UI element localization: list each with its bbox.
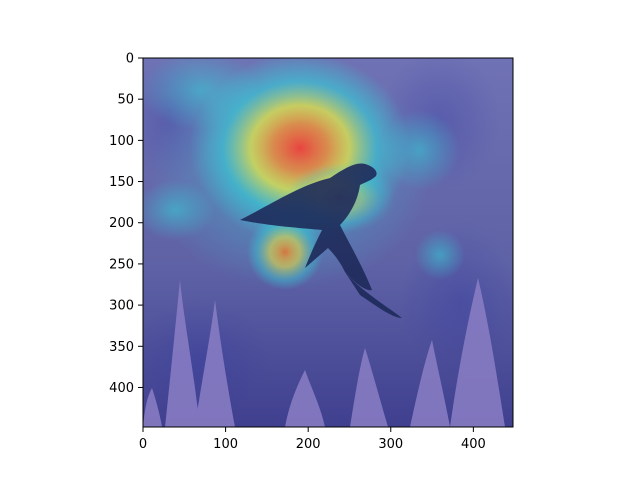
y-tick-label: 400 (109, 381, 134, 396)
y-tick-label: 350 (109, 340, 134, 355)
y-tick-label: 200 (109, 216, 134, 231)
y-tick-label: 300 (109, 299, 134, 314)
x-tick-label: 200 (296, 437, 321, 452)
y-tick-label: 150 (109, 175, 134, 190)
y-tick-label: 0 (126, 52, 134, 67)
y-axis: 0 50 100 150 200 250 300 350 400 (109, 52, 143, 396)
y-tick-label: 50 (117, 93, 134, 108)
y-tick-label: 250 (109, 257, 134, 272)
x-tick-label: 400 (461, 437, 486, 452)
x-tick-label: 100 (213, 437, 238, 452)
heatmap-image (143, 58, 513, 427)
y-tick-label: 100 (109, 134, 134, 149)
lavender-flowers (143, 278, 505, 427)
plot-frame (142, 57, 514, 428)
x-axis: 0 100 200 300 400 (139, 427, 486, 452)
x-tick-label: 300 (378, 437, 403, 452)
bird-silhouette (240, 163, 402, 318)
x-tick-label: 0 (139, 437, 147, 452)
hotspot-secondary (247, 214, 323, 290)
